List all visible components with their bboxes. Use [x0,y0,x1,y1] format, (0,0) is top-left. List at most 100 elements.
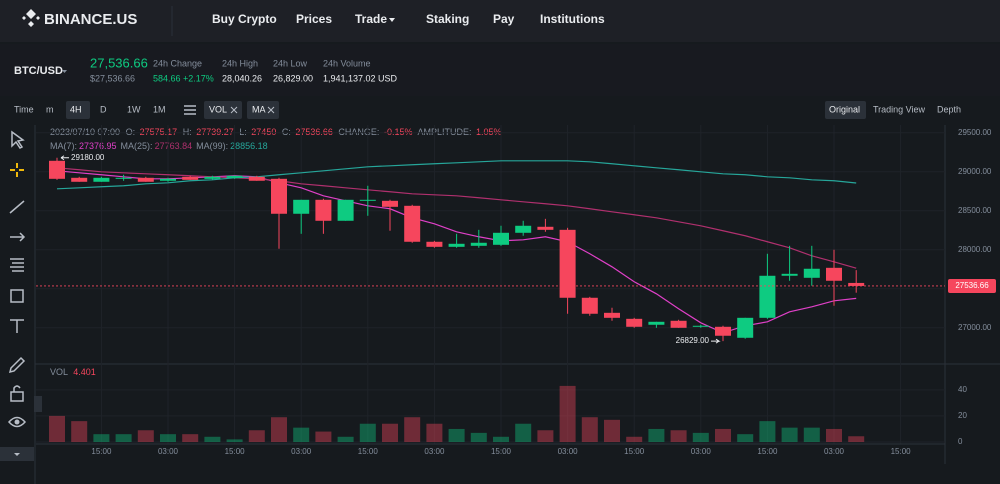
vol-label: VOL [50,367,68,377]
visibility-tool[interactable] [7,416,27,428]
pair[interactable]: BTC/USD [14,65,63,77]
nav-link[interactable]: Trade [355,12,387,26]
plot: 29500.0029000.0028500.0028000.0027500.00… [36,125,996,456]
interval[interactable]: m [46,104,54,114]
view-tab[interactable]: Original [829,104,860,114]
x-tick-label: 15:00 [491,447,512,456]
view-tab[interactable]: Trading View [873,104,926,114]
nav-link[interactable]: Institutions [540,12,605,26]
remove-icon[interactable] [230,106,238,114]
settings-icon[interactable] [184,105,196,115]
arrow-tool[interactable] [10,232,26,242]
volume-bar [715,428,731,442]
candle-body [626,318,643,327]
candle-body [493,232,509,245]
volume-bar [359,423,376,442]
nav-link[interactable]: Buy Crypto [212,12,277,26]
x-tick-label: 15:00 [624,447,645,456]
volume-bar [182,434,199,442]
caret [14,453,20,456]
candle-body [848,282,865,286]
nav-link[interactable]: Staking [426,12,469,26]
lock-tool[interactable] [10,385,24,402]
fib-tool[interactable] [10,258,24,272]
caret [62,70,67,73]
candle-body [648,321,665,325]
line-tool[interactable] [9,200,25,214]
collapse-handle[interactable] [34,396,42,412]
candle-body [759,275,776,318]
candle-body [448,243,465,247]
shape-tool[interactable] [10,289,24,303]
indicator-chip[interactable] [204,101,242,119]
volume-bar [49,415,65,442]
text-tool[interactable] [10,319,24,333]
ma-value: 27763.84 [155,141,193,151]
volume-bar [559,385,576,442]
icon-part [14,419,20,425]
candle-body [559,229,576,298]
x-tick-label: 15:00 [757,447,778,456]
low-label: 26829.00 [676,336,710,345]
view-active-bg [825,101,866,119]
candle-body [93,177,110,182]
cursor-tool[interactable] [11,130,25,149]
x-tick-label: 03:00 [558,447,579,456]
pen-tool[interactable] [8,356,26,374]
logo-icon [22,9,40,27]
candle-body [803,268,820,278]
view-tab[interactable]: Depth [937,104,961,114]
volume-bar [226,439,243,442]
candle-body [337,199,354,221]
high-label: 29180.00 [71,153,105,162]
crosshair-tool[interactable] [10,163,24,177]
volume-bar [93,434,110,442]
stat-value: 26,829.00 [273,73,313,83]
stat-value: 1,941,137.02 USD [323,73,398,83]
volume-bar [515,423,532,442]
x-tick-label: 15:00 [891,447,912,456]
x-tick-label: 15:00 [91,447,112,456]
interval[interactable]: 1W [127,104,141,114]
interval[interactable]: 1M [153,104,166,114]
volume-bar [382,423,398,442]
volume-tick-label: 0 [958,437,963,446]
volume-tick-label: 40 [958,385,967,394]
nav-link[interactable]: Prices [296,12,332,26]
candle-body [382,200,398,207]
volume-bar [670,430,687,442]
nav-link[interactable]: Pay [493,12,515,26]
low-arrow [711,338,721,344]
candle-body [160,178,176,181]
candle-body [315,199,332,221]
remove-icon[interactable] [267,106,275,114]
interval[interactable]: D [100,104,107,114]
indicator: VOL [209,104,227,114]
volume-bar [204,436,221,442]
candle-body [226,175,243,178]
volume-bar [803,427,820,442]
last-price: 27,536.66 [90,55,148,70]
ma-line [56,160,857,190]
x-tick-label: 03:00 [291,447,312,456]
interval[interactable]: 4H [70,104,82,114]
logo-text: BINANCE.US [44,11,137,28]
volume-bar [692,432,709,442]
ma-name: MA(25): [121,141,153,151]
volume-bar [826,428,842,442]
ma-name: MA(99): [196,141,228,151]
candle-body [670,320,687,328]
candle-body [515,225,532,233]
volume-bar [537,430,554,442]
candle-body [49,160,65,179]
y-tick-label: 29500.00 [958,128,992,137]
y-tick-label: 27000.00 [958,323,992,332]
x-tick-label: 03:00 [824,447,845,456]
vol-legend: VOL 4.401 [50,367,96,377]
logo[interactable]: BINANCE.US [22,9,137,28]
volume-bar [581,417,598,442]
volume-bar [404,417,421,442]
indicator-chip[interactable] [247,101,279,119]
candle-body [137,177,154,182]
